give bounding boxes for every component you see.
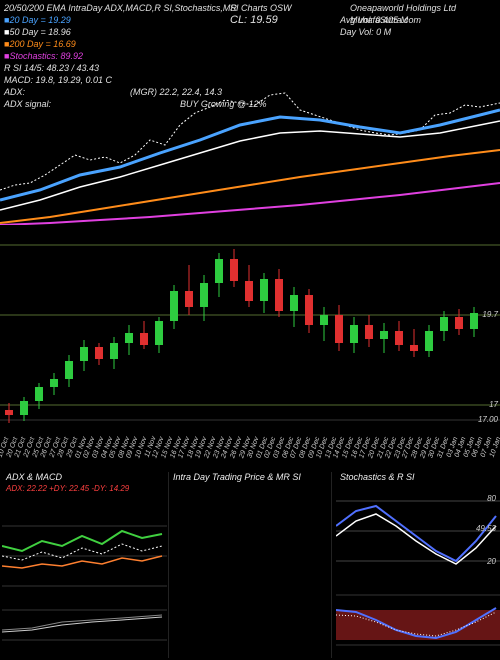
ema20-label: 20 Day = 19.29 xyxy=(9,14,70,26)
adx-values: ADX: 22.22 +DY: 22.45 -DY: 14.29 xyxy=(6,484,129,493)
price-ma-chart xyxy=(0,85,500,225)
avgvol-val: 0.405 M xyxy=(376,14,409,26)
candle-ylabel: 17.00 xyxy=(478,415,498,424)
stochastics-panel: Stochastics & R SI 80 49.53 20 xyxy=(336,472,498,658)
ema50-label: 50 Day = 18.96 xyxy=(9,26,70,38)
adx-title: ADX & MACD xyxy=(2,470,164,484)
header-l1-mid: SI Charts OSW xyxy=(230,2,292,14)
cl-val: 19.59 xyxy=(250,14,278,26)
dayvol-label: Day Vol: 0 M xyxy=(340,26,391,38)
date-axis: 10 Oct20 Oct21 Oct22 Oct25 Oct26 Oct27 O… xyxy=(0,430,500,465)
stoch-label: Stochastics: 89.92 xyxy=(9,50,83,62)
stoch-ymid: 49.53 xyxy=(476,524,496,533)
avgvol-label: Avg Vol: xyxy=(340,14,373,26)
intra-title: Intra Day Trading Price & MR SI xyxy=(169,470,331,484)
rsi-label: R SI 14/5: 48.23 / 43.43 xyxy=(4,62,99,74)
intraday-panel: Intra Day Trading Price & MR SI xyxy=(168,472,332,658)
stoch-y80: 80 xyxy=(487,494,496,503)
candle-ylabel: 19.7 xyxy=(482,310,498,319)
cl-label: CL: xyxy=(230,14,247,26)
stoch-y20: 20 xyxy=(487,557,496,566)
header-l1-left: 20/50/200 EMA IntraDay ADX,MACD,R SI,Sto… xyxy=(4,2,237,14)
header-info: 20/50/200 EMA IntraDay ADX,MACD,R SI,Sto… xyxy=(0,0,500,85)
stoch-title: Stochastics & R SI xyxy=(336,470,498,484)
indicator-row: ADX & MACD ADX: 22.22 +DY: 22.45 -DY: 14… xyxy=(0,470,500,660)
ema200-label: 200 Day = 16.69 xyxy=(9,38,75,50)
adx-macd-panel: ADX & MACD ADX: 22.22 +DY: 22.45 -DY: 14… xyxy=(2,472,164,658)
candle-ylabel: 17 xyxy=(489,400,498,409)
candlestick-chart: 19.7 17 17.00 xyxy=(0,225,500,430)
